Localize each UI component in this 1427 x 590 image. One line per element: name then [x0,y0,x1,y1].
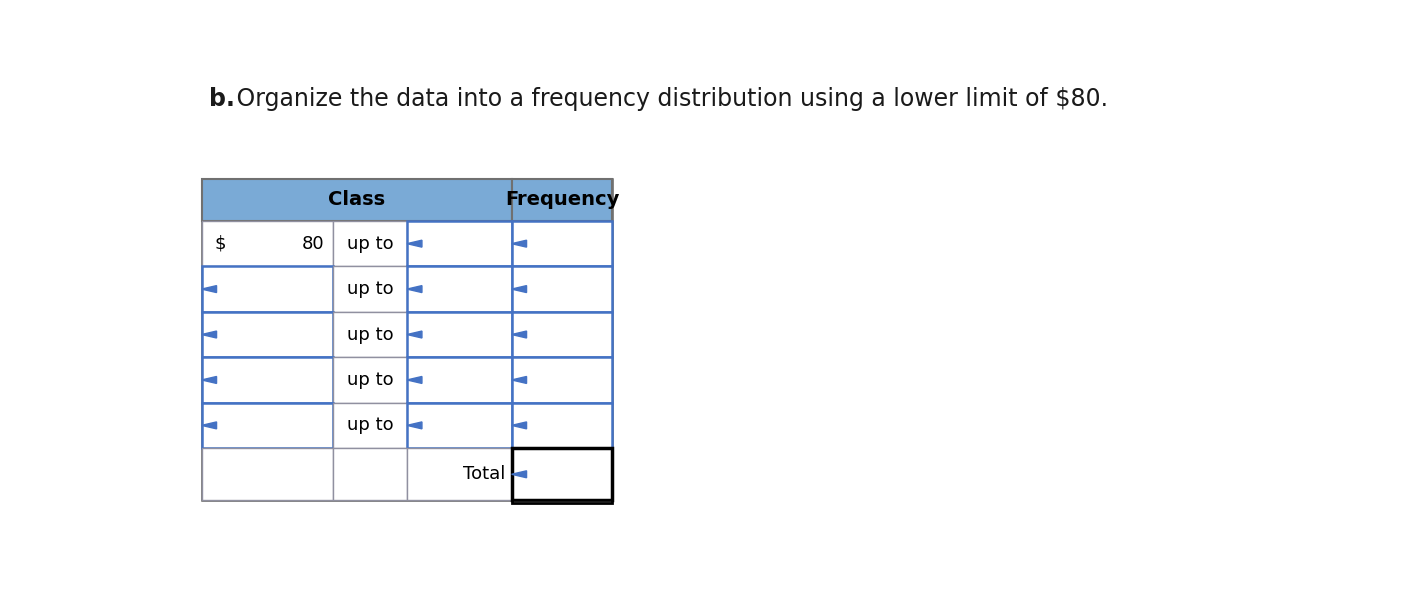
Bar [201,448,334,500]
Bar [334,402,407,448]
Bar [512,448,612,500]
Bar [407,312,512,357]
Bar [201,312,334,357]
Bar [334,448,407,500]
Text: $: $ [215,235,227,253]
Bar [334,357,407,402]
Polygon shape [201,376,217,384]
Bar [407,402,512,448]
Bar [512,357,612,402]
Bar [201,179,612,500]
Polygon shape [407,286,422,293]
Polygon shape [407,240,422,247]
Text: up to: up to [347,371,394,389]
Bar [201,402,334,448]
Bar [512,402,612,448]
Bar [407,448,512,500]
Text: 80: 80 [303,235,324,253]
Polygon shape [512,286,527,293]
Bar [512,500,612,503]
Polygon shape [407,331,422,338]
Bar [407,221,512,266]
Polygon shape [407,422,422,429]
Text: Class: Class [328,190,385,209]
Bar [512,266,612,312]
Text: up to: up to [347,280,394,298]
Text: Frequency: Frequency [505,190,619,209]
Bar [512,221,612,266]
Text: Total: Total [462,466,505,483]
Bar [334,221,407,266]
Polygon shape [201,286,217,293]
Polygon shape [512,471,527,478]
Polygon shape [512,376,527,384]
Text: up to: up to [347,417,394,434]
Bar [512,312,612,357]
Polygon shape [201,422,217,429]
Polygon shape [201,331,217,338]
Polygon shape [512,240,527,247]
Text: up to: up to [347,235,394,253]
Polygon shape [512,331,527,338]
Text: Organize the data into a frequency distribution using a lower limit of $80.: Organize the data into a frequency distr… [230,87,1109,111]
Bar [201,266,334,312]
Bar [334,312,407,357]
Bar [201,221,334,266]
Polygon shape [407,376,422,384]
Text: b.: b. [210,87,235,111]
Polygon shape [512,422,527,429]
Bar [512,179,612,221]
Bar [407,357,512,402]
Text: up to: up to [347,326,394,343]
Bar [201,179,512,221]
Bar [201,357,334,402]
Bar [334,266,407,312]
Bar [407,266,512,312]
